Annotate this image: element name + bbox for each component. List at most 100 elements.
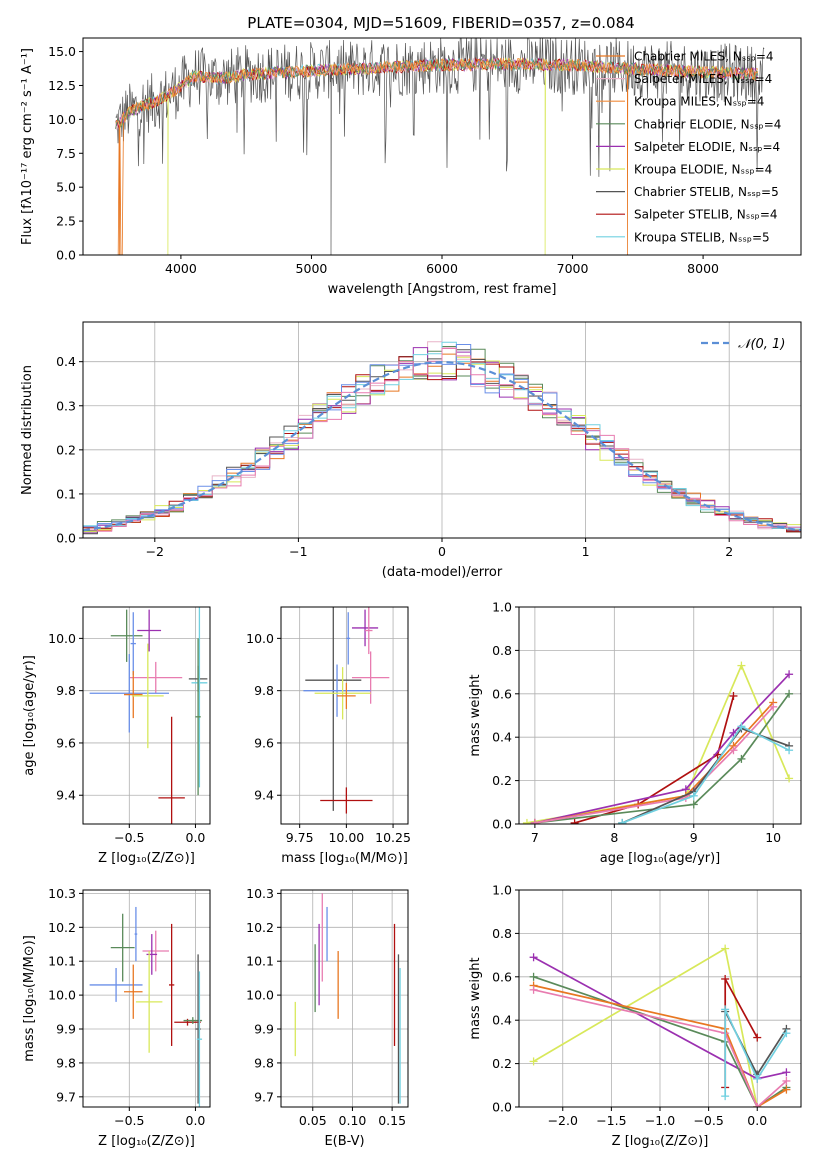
- plot-area: [303, 607, 390, 814]
- weight-series-line: [534, 693, 790, 824]
- legend-entry: Chabrier STELIB, Nₛₛₚ=5: [634, 185, 779, 199]
- legend-entry: 𝒩(0, 1): [738, 337, 785, 352]
- histogram-series: [83, 341, 801, 530]
- errorbar-point: [110, 913, 135, 982]
- x-tick-label: 6000: [426, 261, 458, 276]
- legend-entry: Salpeter MILES, Nₛₛₚ=4: [634, 72, 772, 86]
- plot-area: [115, 38, 765, 255]
- weight-series-marker: [769, 702, 778, 711]
- y-tick-label: 1.0: [492, 883, 512, 898]
- y-tick-label: 0.4: [492, 1013, 512, 1028]
- x-tick-label: 8: [610, 830, 618, 845]
- x-tick-label: 7: [531, 830, 539, 845]
- y-tick-label: 0.4: [56, 354, 76, 369]
- y-tick-label: 9.9: [254, 1022, 274, 1037]
- y-tick-label: 9.8: [254, 1055, 274, 1070]
- y-axis-label: mass weight: [468, 674, 483, 756]
- errorbar-point: [351, 609, 379, 647]
- errorbar-point: [320, 787, 373, 814]
- y-axis-label: mass [log₁₀(M/M⊙)]: [22, 935, 37, 1062]
- weight-series-line: [621, 725, 790, 824]
- panel-mass-EBV: 0.05 0.10 0.15 9.7 9.8 9.9 10.0 10.1 10.2 10.3 E(B…: [246, 886, 409, 1149]
- y-tick-label: 0.2: [492, 1056, 512, 1071]
- y-tick-label: 9.4: [56, 788, 76, 803]
- y-tick-label: 9.8: [56, 683, 76, 698]
- legend-entry: Kroupa ELODIE, Nₛₛₚ=4: [634, 163, 772, 177]
- y-axis-label: age [log₁₀(age/yr)]: [22, 655, 37, 776]
- weight-series-marker: [753, 1074, 762, 1083]
- weight-series-marker: [721, 974, 730, 983]
- x-tick-label: 0: [438, 544, 446, 559]
- x-tick-label: 0.10: [339, 1113, 367, 1128]
- y-tick-label: 10.0: [48, 988, 76, 1003]
- weight-series-marker: [529, 1057, 538, 1066]
- y-axis-label: Normed distribution: [20, 365, 35, 495]
- weight-series-marker: [689, 800, 698, 809]
- legend-entry: Kroupa STELIB, Nₛₛₚ=5: [634, 230, 770, 244]
- panel-weight-age: 7 8 9 10 0.0 0.2 0.4 0.6 0.8 1.0 age [log₁₀(age/yr…: [468, 600, 802, 866]
- y-tick-label: 9.8: [254, 683, 274, 698]
- y-tick-label: 9.7: [56, 1089, 76, 1104]
- axes-frame: [82, 606, 211, 825]
- x-tick-label: 4000: [165, 261, 197, 276]
- errorbar-point: [124, 964, 143, 1019]
- legend-entry: Salpeter STELIB, Nₛₛₚ=4: [634, 208, 778, 222]
- weight-series-marker: [729, 746, 738, 755]
- weight-series-marker: [782, 1029, 791, 1038]
- y-tick-label: 9.8: [56, 1055, 76, 1070]
- errorbar-point: [365, 607, 373, 655]
- x-tick-label: 0.0: [747, 1113, 767, 1128]
- errorbar-point: [196, 971, 203, 1107]
- weight-series-marker: [721, 944, 730, 953]
- legend-entry: Chabrier MILES, Nₛₛₚ=4: [634, 50, 774, 64]
- x-tick-label: 0.0: [186, 1113, 206, 1128]
- weight-series-marker: [529, 953, 538, 962]
- weight-series-marker: [737, 754, 746, 763]
- y-tick-label: 1.0: [492, 600, 512, 615]
- x-tick-label: 5000: [296, 261, 328, 276]
- weight-series-marker: [785, 746, 794, 755]
- errorbar-point: [89, 654, 169, 733]
- y-tick-label: 0.3: [56, 398, 76, 413]
- weight-series-marker: [529, 985, 538, 994]
- plot-area: [522, 661, 794, 824]
- x-tick-label: 9: [690, 830, 698, 845]
- x-tick-label: 9.75: [286, 830, 314, 845]
- y-tick-label: 0.8: [492, 926, 512, 941]
- x-tick-label: −0.5: [114, 1113, 144, 1128]
- y-tick-label: 0.1: [56, 486, 76, 501]
- x-tick-label: 0.05: [299, 1113, 327, 1128]
- y-tick-label: 10.2: [48, 920, 76, 935]
- y-tick-label: 0.2: [492, 773, 512, 788]
- weight-series-marker: [737, 661, 746, 670]
- weight-series-marker: [785, 670, 794, 679]
- errorbar-point: [135, 951, 163, 1053]
- y-tick-label: 10.3: [246, 886, 274, 901]
- weight-series-marker: [782, 1068, 791, 1077]
- histogram-series: [83, 348, 801, 532]
- y-tick-label: 0.6: [492, 686, 512, 701]
- axes-frame: [518, 889, 802, 1108]
- weight-series-marker: [618, 818, 627, 824]
- y-tick-label: 9.6: [254, 735, 274, 750]
- x-tick-label: −2.0: [548, 1113, 578, 1128]
- x-axis-label: (data-model)/error: [382, 565, 503, 580]
- y-tick-label: 12.5: [48, 78, 76, 93]
- y-tick-label: 9.6: [56, 735, 76, 750]
- axes-frame: [280, 889, 409, 1108]
- x-axis-label: E(B-V): [324, 1134, 364, 1149]
- x-tick-label: −2: [146, 544, 164, 559]
- y-axis-label: mass weight: [468, 957, 483, 1039]
- errorbar-point: [137, 609, 162, 652]
- x-tick-label: 1: [582, 544, 590, 559]
- x-tick-label: −0.5: [114, 830, 144, 845]
- errorbar-point: [158, 716, 185, 824]
- y-tick-label: 0.6: [492, 969, 512, 984]
- weight-series-line: [533, 984, 787, 1107]
- x-axis-label: Z [log₁₀(Z/Z⊙)]: [98, 851, 195, 866]
- plot-area: [294, 893, 401, 1104]
- errorbar-point: [134, 906, 138, 962]
- weight-series-line: [574, 695, 735, 824]
- y-tick-label: 10.0: [246, 631, 274, 646]
- y-tick-label: 10.0: [48, 112, 76, 127]
